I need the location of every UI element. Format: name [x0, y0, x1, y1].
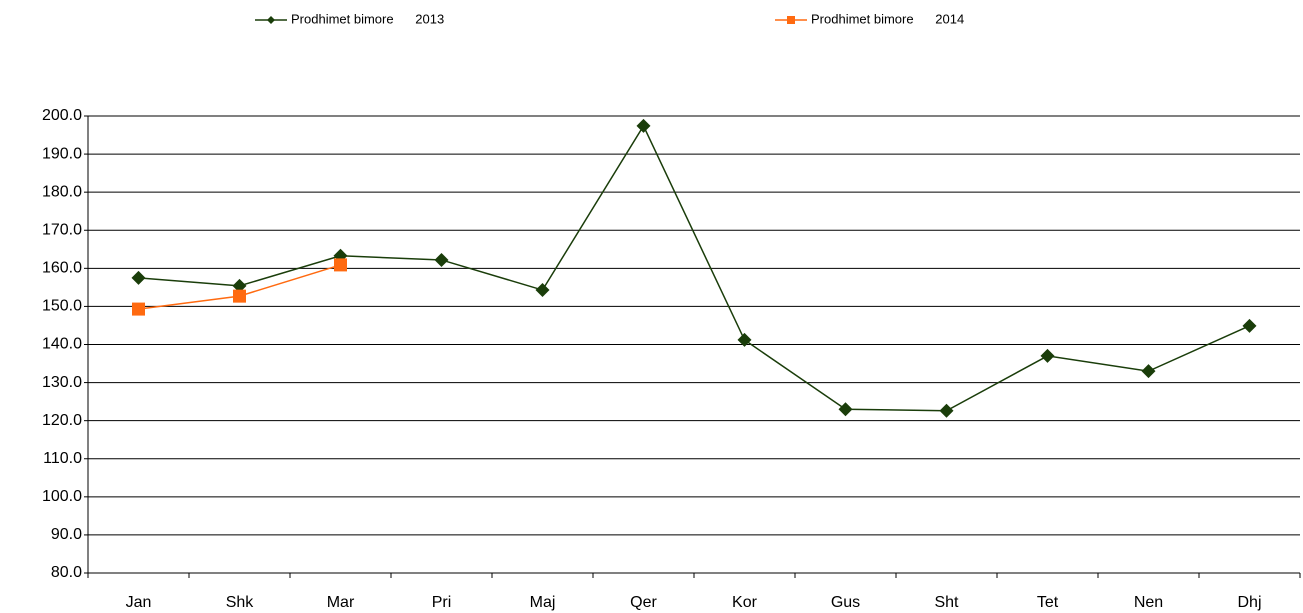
x-tick-label: Pri	[432, 594, 452, 611]
x-tick-label: Kor	[732, 594, 758, 611]
x-tick-label: Dhj	[1237, 594, 1261, 611]
marker	[434, 252, 449, 267]
x-tick-label: Qer	[630, 594, 657, 611]
marker	[787, 16, 795, 24]
x-tick-label: Jan	[126, 594, 152, 611]
y-tick-label: 140.0	[42, 336, 82, 353]
marker	[838, 402, 853, 417]
y-tick-label: 200.0	[42, 107, 82, 124]
y-tick-label: 130.0	[42, 374, 82, 391]
x-tick-label: Sht	[934, 594, 959, 611]
x-tick-label: Maj	[530, 594, 556, 611]
series-line	[138, 124, 1250, 412]
y-tick-label: 170.0	[42, 221, 82, 238]
marker	[131, 270, 146, 285]
x-tick-label: Mar	[327, 594, 355, 611]
marker	[737, 332, 752, 347]
legend-label: Prodhimet bimore 2013	[291, 11, 444, 26]
y-tick-label: 150.0	[42, 298, 82, 315]
marker	[334, 258, 347, 272]
y-tick-label: 100.0	[42, 488, 82, 505]
y-tick-label: 160.0	[42, 260, 82, 277]
marker	[939, 403, 954, 418]
y-tick-label: 110.0	[43, 450, 82, 467]
marker	[1141, 364, 1156, 379]
marker	[1040, 348, 1055, 363]
marker	[636, 118, 651, 133]
marker	[233, 289, 246, 303]
legend-label: Prodhimet bimore 2014	[811, 11, 964, 26]
y-tick-label: 80.0	[51, 564, 82, 581]
x-tick-label: Shk	[226, 594, 255, 611]
y-tick-label: 190.0	[42, 145, 82, 162]
x-tick-label: Tet	[1037, 594, 1059, 611]
marker	[1242, 318, 1257, 333]
marker	[132, 302, 145, 316]
y-tick-label: 120.0	[42, 412, 82, 429]
marker	[267, 16, 275, 24]
marker	[232, 278, 247, 293]
y-tick-label: 90.0	[51, 526, 82, 543]
marker	[535, 283, 550, 298]
y-tick-label: 180.0	[42, 183, 82, 200]
x-tick-label: Nen	[1134, 594, 1163, 611]
x-tick-label: Gus	[831, 594, 860, 611]
